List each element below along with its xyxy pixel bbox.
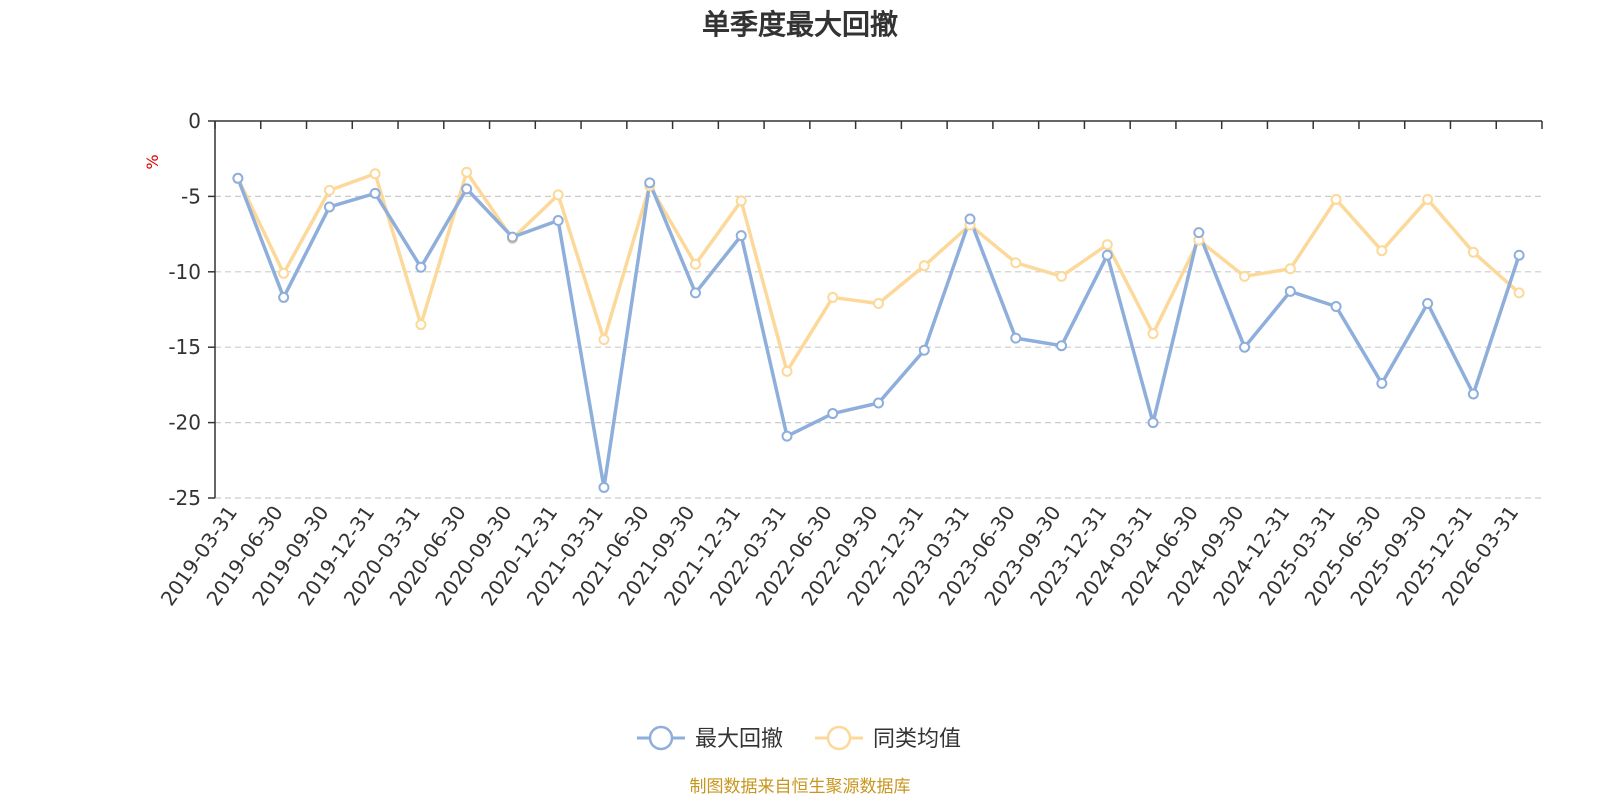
grid-lines <box>215 195 1542 499</box>
data-point <box>415 319 427 331</box>
data-point <box>735 230 747 242</box>
data-point <box>1239 270 1251 282</box>
legend-marker <box>648 725 674 751</box>
data-point <box>964 213 976 225</box>
data-point <box>1010 332 1022 344</box>
data-point <box>278 267 290 279</box>
data-point <box>598 481 610 493</box>
data-point <box>873 297 884 309</box>
data-point <box>1330 300 1342 312</box>
data-point <box>781 430 793 442</box>
series-group <box>232 166 1525 493</box>
data-point <box>369 168 381 180</box>
data-point <box>735 195 747 207</box>
legend-label: 最大回撤 <box>695 727 783 752</box>
data-point <box>278 291 290 303</box>
data-point <box>232 172 244 184</box>
y-tick-labels: 0 -5 -10 -15 -20 -25 <box>168 109 201 510</box>
data-point <box>1056 270 1068 282</box>
data-point <box>323 201 335 213</box>
data-point <box>552 189 564 201</box>
data-point <box>461 183 473 195</box>
data-point <box>1284 285 1296 297</box>
y-tick-label: -25 <box>168 486 201 510</box>
y-axis-unit: % <box>143 154 162 169</box>
data-point <box>918 260 930 272</box>
chart-title: 单季度最大回撤 <box>702 8 898 41</box>
data-point <box>323 184 335 196</box>
legend-marker <box>826 725 852 751</box>
legend[interactable]: 最大回撤 同类均值 <box>637 725 961 752</box>
data-point <box>873 397 884 409</box>
y-tick-label: -10 <box>168 260 201 284</box>
y-tick-label: -5 <box>181 184 201 208</box>
data-point <box>1147 417 1159 429</box>
data-point <box>461 166 473 178</box>
data-point <box>827 291 839 303</box>
data-point <box>1513 249 1525 261</box>
data-point <box>1147 328 1159 340</box>
y-tick-label: -15 <box>168 335 201 359</box>
x-tick-labels: 2019-03-312019-06-302019-09-302019-12-31… <box>156 501 1524 610</box>
y-tick-label: 0 <box>188 109 201 133</box>
data-point <box>506 231 518 243</box>
data-point <box>552 215 564 227</box>
data-point <box>827 408 839 420</box>
data-point <box>644 177 656 189</box>
legend-label: 同类均值 <box>873 727 961 752</box>
data-point <box>1422 193 1434 205</box>
data-point <box>1513 287 1525 299</box>
data-point <box>781 365 793 377</box>
data-point <box>1101 249 1113 261</box>
data-point <box>1284 263 1296 275</box>
data-point <box>1376 245 1388 257</box>
series-line <box>236 177 1521 490</box>
data-point <box>1467 388 1479 400</box>
data-point <box>1101 239 1113 251</box>
source-note: 制图数据来自恒生聚源数据库 <box>690 777 911 797</box>
data-point <box>598 334 610 346</box>
data-point <box>689 287 701 299</box>
data-point <box>1010 257 1022 269</box>
data-point <box>918 344 930 356</box>
data-point <box>415 261 427 273</box>
data-point <box>1056 340 1068 352</box>
data-point <box>1376 377 1388 389</box>
y-tick-label: -20 <box>168 411 201 435</box>
data-point <box>1467 246 1479 258</box>
data-point <box>369 187 381 199</box>
data-point <box>689 258 701 270</box>
axes <box>208 120 1543 499</box>
data-point <box>1422 297 1434 309</box>
data-point <box>1193 227 1205 239</box>
data-point <box>1239 341 1251 353</box>
data-point <box>1330 193 1342 205</box>
